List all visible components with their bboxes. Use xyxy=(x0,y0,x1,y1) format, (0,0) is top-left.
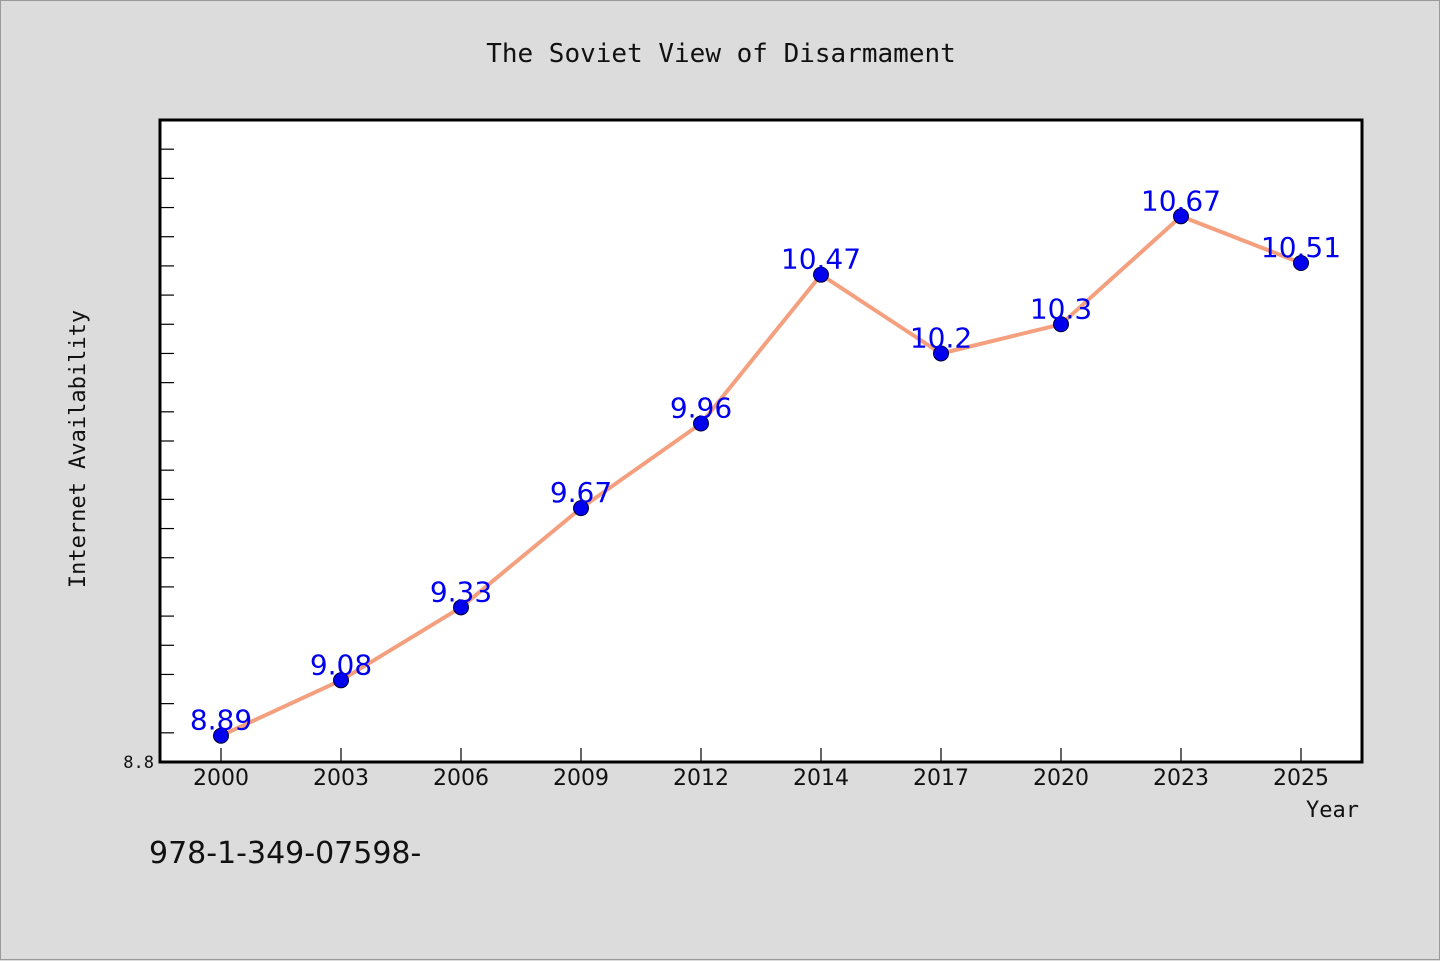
data-label: 9.08 xyxy=(310,648,372,681)
data-point xyxy=(693,415,709,432)
data-point xyxy=(453,599,469,616)
data-label: 9.67 xyxy=(550,476,612,509)
data-labels: 8.89 9.08 9.33 9.67 9.96 10.47 10.2 10.3 10.67 10… xyxy=(190,184,1341,736)
x-tick-label: 2012 xyxy=(673,766,729,791)
data-point xyxy=(1293,254,1309,271)
x-tick-label: 2009 xyxy=(553,766,609,791)
x-axis-tick-labels: 2000 2003 2006 2009 2012 2014 2017 2020 2023 2025 xyxy=(193,766,1329,791)
series-line xyxy=(219,214,1303,738)
data-label: 10.3 xyxy=(1030,292,1092,325)
data-label: 10.2 xyxy=(910,321,972,354)
x-axis-label: Year xyxy=(1306,798,1359,823)
data-point xyxy=(333,672,349,689)
isbn-text: 978-1-349-07598- xyxy=(149,836,421,871)
x-tick-label: 2023 xyxy=(1153,766,1209,791)
data-label: 10.51 xyxy=(1261,231,1341,264)
y-tick-label: 8.8 xyxy=(123,753,154,773)
data-point xyxy=(213,727,229,744)
data-point xyxy=(813,266,829,283)
data-point xyxy=(933,345,949,362)
x-tick-label: 2006 xyxy=(433,766,489,791)
x-tick-label: 2000 xyxy=(193,766,249,791)
x-axis-ticks xyxy=(220,748,1302,762)
plot-area xyxy=(160,120,1362,762)
data-point xyxy=(1173,208,1189,225)
data-label: 10.47 xyxy=(781,243,861,276)
y-axis-label: Internet Availability xyxy=(66,310,91,588)
y-axis-ticks xyxy=(160,148,174,734)
data-point xyxy=(1053,316,1069,333)
chart-title: The Soviet View of Disarmament xyxy=(486,39,956,69)
x-tick-label: 2025 xyxy=(1273,766,1329,791)
x-tick-label: 2017 xyxy=(913,766,969,791)
x-tick-label: 2020 xyxy=(1033,766,1089,791)
data-markers xyxy=(213,208,1309,744)
data-label: 9.33 xyxy=(430,575,492,608)
x-tick-label: 2014 xyxy=(793,766,849,791)
x-tick-label: 2003 xyxy=(313,766,369,791)
data-label: 10.67 xyxy=(1141,184,1221,217)
y-axis-tick-labels: 8.8 xyxy=(123,753,154,773)
data-point xyxy=(573,500,589,517)
plot-frame xyxy=(158,118,1364,764)
data-label: 8.89 xyxy=(190,704,252,737)
data-label: 9.96 xyxy=(670,391,732,424)
